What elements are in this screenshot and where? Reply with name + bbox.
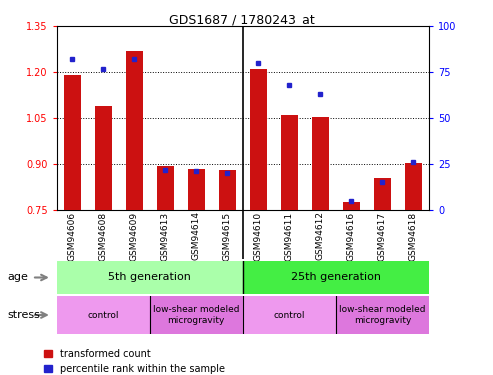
Bar xyxy=(405,162,422,210)
Bar xyxy=(374,178,391,210)
Bar xyxy=(126,51,143,210)
Text: low-shear modeled
microgravity: low-shear modeled microgravity xyxy=(339,305,425,325)
Bar xyxy=(57,296,150,334)
Bar xyxy=(95,106,112,210)
Text: control: control xyxy=(274,310,305,320)
Text: GDS1687 / 1780243_at: GDS1687 / 1780243_at xyxy=(169,13,315,26)
Text: 5th generation: 5th generation xyxy=(108,273,191,282)
Bar xyxy=(243,261,429,294)
Bar xyxy=(57,261,243,294)
Bar xyxy=(343,202,360,210)
Bar xyxy=(312,117,329,210)
Bar xyxy=(219,170,236,210)
Text: control: control xyxy=(87,310,119,320)
Bar xyxy=(157,166,174,210)
Text: stress: stress xyxy=(7,310,40,320)
Text: age: age xyxy=(7,273,28,282)
Bar xyxy=(336,296,429,334)
Bar xyxy=(150,296,243,334)
Legend: transformed count, percentile rank within the sample: transformed count, percentile rank withi… xyxy=(44,349,225,374)
Bar xyxy=(188,169,205,210)
Bar xyxy=(64,75,81,210)
Bar xyxy=(250,69,267,210)
Text: 25th generation: 25th generation xyxy=(291,273,381,282)
Bar xyxy=(281,115,298,210)
Bar xyxy=(243,296,336,334)
Text: low-shear modeled
microgravity: low-shear modeled microgravity xyxy=(153,305,240,325)
